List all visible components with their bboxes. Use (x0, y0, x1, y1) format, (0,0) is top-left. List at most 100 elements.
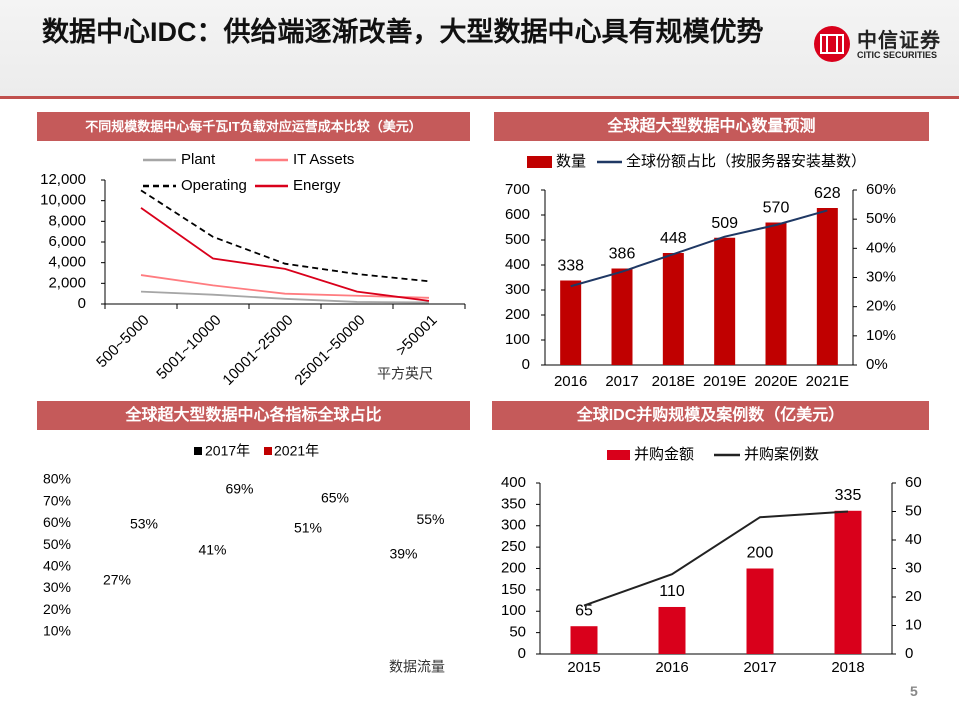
chart-title-ma: 全球IDC并购规模及案例数（亿美元） (492, 401, 929, 430)
y2-tick-label: 10 (905, 616, 922, 633)
bar-value-label: 628 (814, 185, 841, 202)
x-tick-label: 2018 (831, 659, 864, 676)
y-tick-label: 4,000 (48, 254, 86, 271)
y-tick-label: 0 (522, 356, 530, 373)
y-tick-label: 150 (501, 581, 526, 598)
bar-value-label: 69% (225, 481, 253, 497)
y2-tick-label: 40% (866, 239, 896, 256)
x-tick-label: 2016 (655, 659, 688, 676)
bar-value-label: 570 (763, 200, 790, 217)
legend-swatch (194, 447, 202, 455)
logo-cn: 中信证券 (857, 30, 941, 52)
y-tick-label: 50 (509, 624, 526, 641)
bar-value-label: 55% (416, 511, 444, 527)
y-tick-label: 2,000 (48, 274, 86, 291)
bar-value-label: 41% (198, 541, 226, 557)
bar (816, 208, 838, 365)
bar-value-label: 51% (294, 520, 322, 536)
bar-value-label: 65 (575, 602, 593, 619)
x-axis-label: 数据流量 (389, 659, 445, 675)
bar (560, 280, 582, 365)
x-tick-label: 2020E (754, 373, 797, 390)
y-tick-label: 60% (43, 514, 71, 530)
legend-label: 并购案例数 (744, 445, 819, 463)
y2-tick-label: 30 (905, 559, 922, 576)
y-tick-label: 200 (501, 559, 526, 576)
y-tick-label: 0 (518, 645, 526, 662)
y2-tick-label: 50% (866, 210, 896, 227)
y2-tick-label: 0% (866, 356, 888, 373)
series-line-it-assets (140, 274, 430, 299)
legend-label: 数量 (556, 153, 586, 170)
x-tick-label: 10001~25000 (219, 312, 296, 389)
y2-tick-label: 20% (866, 298, 896, 315)
bar (765, 222, 787, 365)
x-tick-label: 5001~10000 (153, 312, 224, 383)
legend-swatch (264, 447, 272, 455)
series-line-plant (140, 290, 430, 304)
y-tick-label: 700 (505, 181, 530, 198)
x-tick-label: 2017 (743, 659, 776, 676)
page-number: 5 (910, 683, 918, 699)
cases-line (583, 510, 849, 607)
y-tick-label: 400 (501, 474, 526, 491)
x-tick-label: 2021E (806, 373, 849, 390)
legend-label: 2021年 (274, 443, 319, 459)
bar-value-label: 335 (835, 487, 862, 504)
y2-tick-label: 50 (905, 502, 922, 519)
share-line (570, 209, 828, 288)
legend-label: 2017年 (205, 443, 250, 459)
bar (570, 626, 598, 654)
series-line-operating (140, 189, 430, 283)
x-tick-label: 2015 (567, 659, 600, 676)
bar-value-label: 338 (557, 258, 584, 275)
y-tick-label: 200 (505, 306, 530, 323)
legend-swatch (527, 156, 552, 168)
bar-value-label: 53% (130, 515, 158, 531)
y-tick-label: 12,000 (40, 171, 86, 188)
y2-tick-label: 20 (905, 588, 922, 605)
y-tick-label: 10% (43, 623, 71, 639)
chart-title-cost: 不同规模数据中心每千瓦IT负载对应运营成本比较（美元） (37, 112, 470, 141)
y-tick-label: 80% (43, 471, 71, 487)
y2-tick-label: 0 (905, 645, 913, 662)
bar-value-label: 39% (389, 546, 417, 562)
y-tick-label: 0 (78, 295, 86, 312)
y-tick-label: 100 (501, 602, 526, 619)
y2-tick-label: 40 (905, 531, 922, 548)
page-title: 数据中心IDC：供给端逐渐改善，大型数据中心具有规模优势 (42, 17, 764, 47)
x-tick-label: >50001 (393, 312, 441, 360)
y-tick-label: 8,000 (48, 212, 86, 229)
y-tick-label: 600 (505, 206, 530, 223)
x-axis-unit-label: 平方英尺 (377, 366, 433, 382)
citic-emblem-icon (814, 26, 850, 62)
y2-tick-label: 30% (866, 268, 896, 285)
header-band (0, 0, 959, 99)
y2-tick-label: 60% (866, 181, 896, 198)
chart-title-share: 全球超大型数据中心各指标全球占比 (37, 401, 470, 430)
bar-value-label: 509 (711, 215, 738, 232)
bar (746, 568, 774, 654)
citic-logo: 中信证券 CITIC SECURITIES (812, 24, 947, 64)
bar-value-label: 200 (747, 545, 774, 562)
x-tick-label: 2018E (652, 373, 695, 390)
y-tick-label: 50% (43, 536, 71, 552)
legend-label: Energy (293, 177, 341, 194)
x-tick-label: 25001~50000 (291, 312, 368, 389)
legend-label: 并购金额 (634, 446, 694, 463)
y-tick-label: 250 (501, 538, 526, 555)
y-tick-label: 10,000 (40, 192, 86, 209)
bar-value-label: 65% (321, 489, 349, 505)
y-tick-label: 100 (505, 331, 530, 348)
bar-value-label: 27% (103, 572, 131, 588)
bar-value-label: 110 (659, 583, 685, 600)
chart-title-hyperscale: 全球超大型数据中心数量预测 (494, 112, 929, 141)
y-tick-label: 300 (501, 517, 526, 534)
bar (662, 253, 684, 365)
y-tick-label: 500 (505, 231, 530, 248)
bar-value-label: 386 (609, 246, 636, 263)
bar (714, 237, 736, 365)
x-tick-label: 2019E (703, 373, 746, 390)
y-tick-label: 300 (505, 281, 530, 298)
